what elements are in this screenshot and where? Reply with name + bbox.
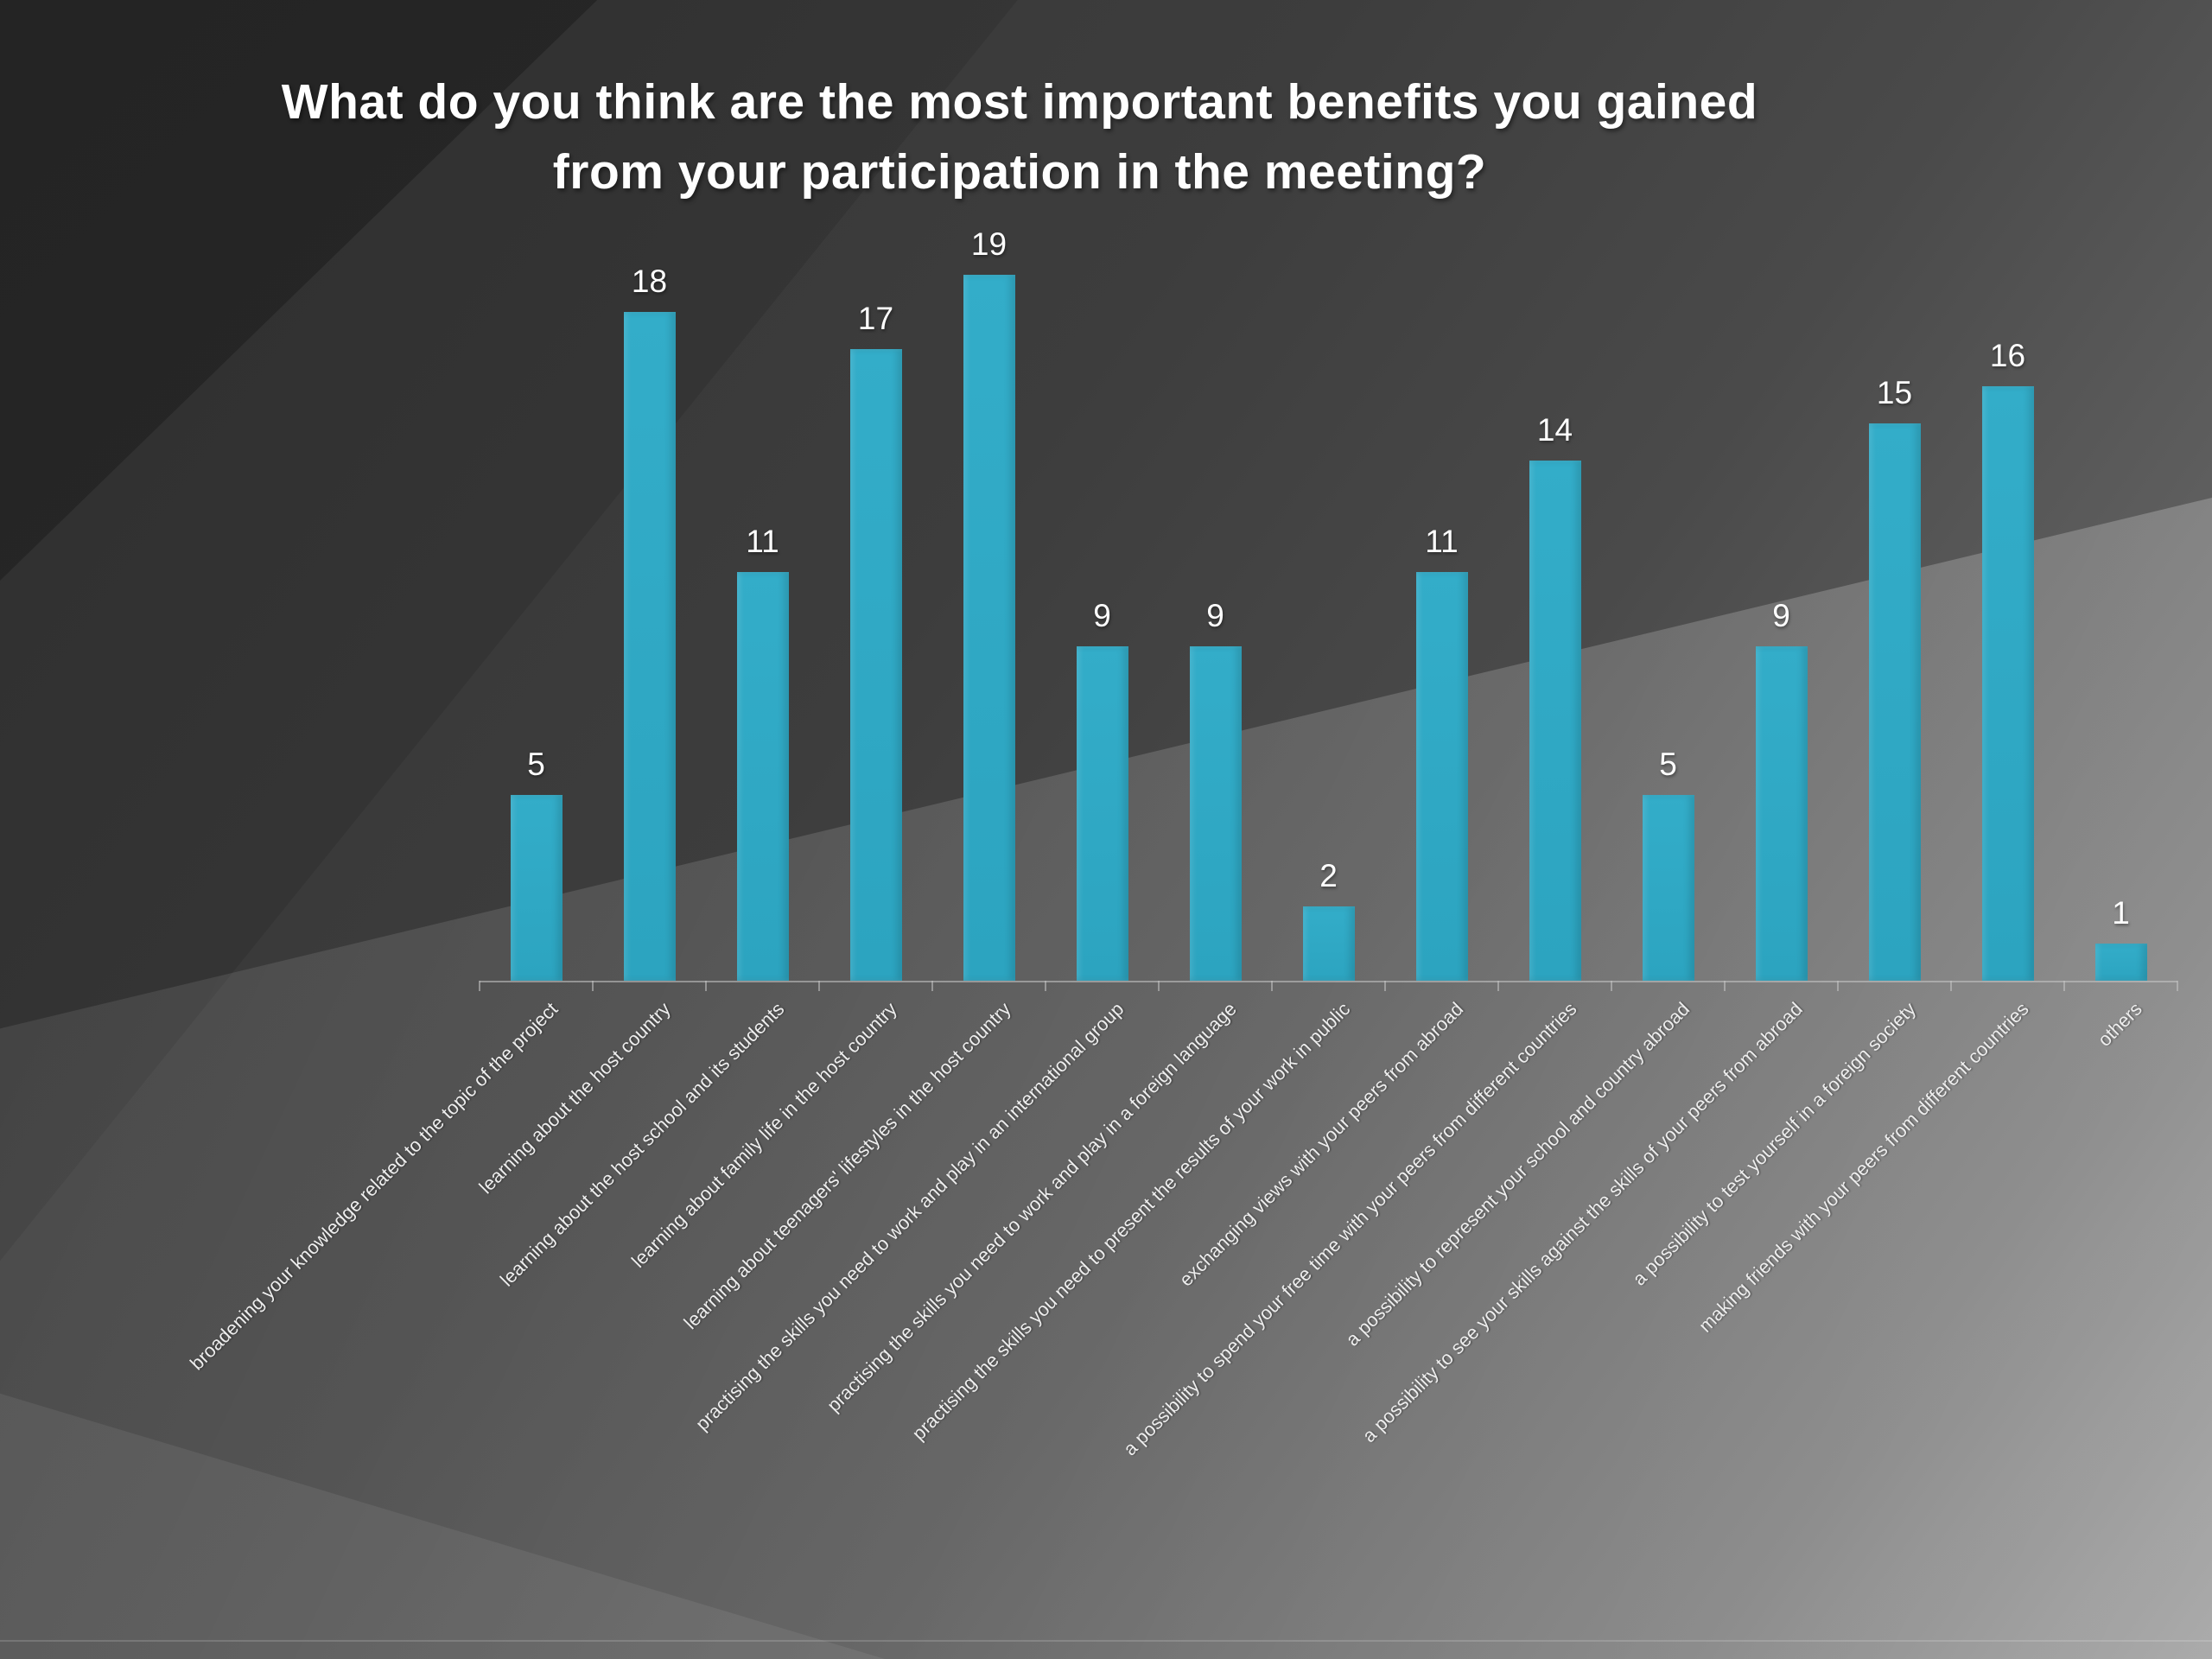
axis-tick — [592, 981, 594, 991]
value-label: 11 — [746, 524, 779, 559]
bar — [1415, 572, 1468, 981]
bar — [1302, 906, 1355, 981]
axis-tick — [1497, 981, 1499, 991]
axis-tick — [1384, 981, 1386, 991]
category-label-text: a possibility to spend your free time wi… — [1118, 998, 1581, 1460]
value-label: 9 — [1772, 598, 1790, 633]
axis-tick — [705, 981, 707, 991]
value-label: 1 — [2112, 895, 2130, 931]
bar — [1076, 646, 1128, 981]
bar — [963, 275, 1015, 981]
category-label-text: others — [2094, 998, 2147, 1051]
bar — [1755, 646, 1808, 981]
value-label: 2 — [1319, 858, 1338, 893]
bar — [623, 312, 676, 981]
bar — [1642, 795, 1694, 981]
axis-tick — [931, 981, 933, 991]
x-axis — [480, 981, 2177, 982]
axis-tick — [818, 981, 820, 991]
value-label: 5 — [527, 747, 545, 782]
value-label: 14 — [1536, 412, 1573, 448]
category-label-text: learning about the host country — [474, 998, 676, 1198]
value-label: 9 — [1093, 598, 1111, 633]
axis-tick — [1611, 981, 1612, 991]
bar — [2094, 944, 2147, 981]
axis-tick — [2177, 981, 2178, 991]
bar — [1189, 646, 1242, 981]
axis-tick — [2063, 981, 2065, 991]
value-label: 19 — [970, 226, 1007, 262]
chart-title-line1: What do you think are the most important… — [281, 74, 1758, 130]
bar — [849, 349, 902, 981]
category-label-text: broadening your knowledge related to the… — [185, 998, 563, 1375]
value-label: 17 — [857, 301, 894, 336]
bar — [736, 572, 789, 981]
category-label-text: practising the skills you need to work a… — [823, 998, 1242, 1416]
value-label: 16 — [1989, 338, 2026, 373]
axis-tick — [1837, 981, 1839, 991]
value-label: 11 — [1425, 524, 1459, 559]
axis-tick — [1271, 981, 1273, 991]
category-label-text: practising the skills you need to work a… — [690, 998, 1128, 1435]
category-label-text: a possibility to see your skills against… — [1358, 998, 1808, 1447]
bar — [1529, 461, 1581, 981]
value-label: 15 — [1876, 375, 1913, 410]
category-label-text: practising the skills you need to presen… — [907, 998, 1355, 1445]
slide-bottom-divider — [0, 1640, 2212, 1642]
value-label: 9 — [1206, 598, 1224, 633]
value-label: 18 — [631, 264, 668, 299]
bar — [1868, 423, 1921, 981]
bar — [1981, 386, 2034, 981]
chart-title-line2: from your participation in the meeting? — [552, 143, 1487, 200]
axis-tick — [1158, 981, 1160, 991]
value-label: 5 — [1659, 747, 1677, 782]
axis-tick — [1724, 981, 1726, 991]
chart-title: What do you think are the most important… — [164, 67, 1875, 207]
axis-tick — [1045, 981, 1046, 991]
axis-tick — [479, 981, 480, 991]
axis-tick — [1950, 981, 1952, 991]
bar — [510, 795, 563, 981]
